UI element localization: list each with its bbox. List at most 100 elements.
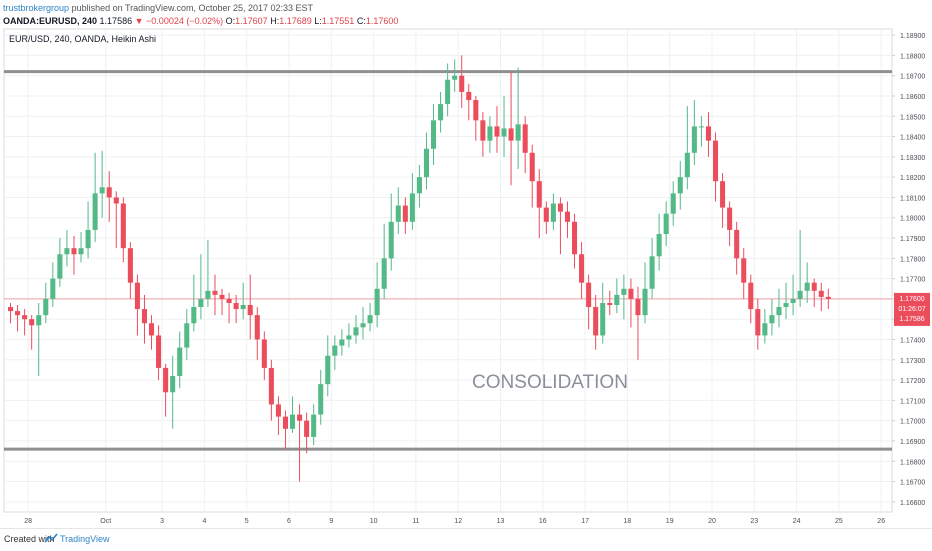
candle-body	[684, 152, 690, 178]
candle	[367, 302, 373, 332]
candle	[50, 262, 56, 308]
x-tick-label: 16	[539, 518, 547, 525]
candle	[212, 274, 218, 316]
candle	[106, 171, 112, 222]
x-tick-label: 20	[708, 518, 716, 525]
time-axis[interactable]: 28 Oct 3 4 5 6 9 10 11 12 13 16 17 18 19 20 23 24 25 26	[24, 518, 885, 525]
candle-body	[141, 309, 147, 324]
x-tick-label: 10	[370, 518, 378, 525]
candle	[233, 294, 239, 324]
candle	[431, 104, 437, 165]
candle-body	[50, 278, 56, 299]
candle-body	[748, 282, 754, 310]
candle-body	[797, 290, 803, 299]
candle-body	[579, 254, 585, 283]
close-value: 1.17600	[365, 16, 399, 26]
candle-body	[677, 177, 683, 194]
candle	[388, 193, 394, 271]
candle	[374, 262, 380, 328]
candle	[8, 302, 14, 324]
candle-body	[409, 193, 415, 222]
candle	[177, 331, 183, 389]
candle	[325, 335, 331, 397]
publish-info: trustbrokergroup published on TradingVie…	[3, 3, 313, 13]
candle-body	[184, 323, 190, 348]
candle-body	[233, 302, 239, 310]
candle-body	[642, 288, 648, 316]
candle-body	[212, 290, 218, 295]
y-tick-label: 1.17800	[900, 256, 925, 263]
candle	[727, 201, 733, 247]
candle	[776, 288, 782, 328]
candle	[290, 396, 296, 433]
candle-body	[191, 307, 197, 324]
price-chart[interactable]: 1.18900 1.18800 1.18700 1.18600 1.18500 1.184…	[0, 0, 932, 528]
candle-body	[459, 75, 465, 92]
candle	[120, 197, 126, 263]
y-tick-label: 1.18200	[900, 175, 925, 182]
candle-body	[501, 128, 507, 137]
candle-body	[790, 298, 796, 303]
candle	[163, 363, 169, 417]
price-axis[interactable]: 1.18900 1.18800 1.18700 1.18600 1.18500 1.184…	[892, 33, 930, 507]
candle	[416, 164, 422, 208]
candle	[755, 298, 761, 350]
candle-body	[353, 327, 359, 336]
candle-body	[515, 124, 521, 141]
candle	[282, 410, 288, 450]
candle-body	[720, 181, 726, 208]
current-price-tag-label: 01:26:07	[898, 306, 925, 313]
y-tick-label: 1.16600	[900, 500, 925, 507]
candle	[529, 144, 535, 208]
candle-body	[438, 104, 444, 121]
y-tick-label: 1.17200	[900, 378, 925, 385]
candle	[804, 262, 810, 303]
author-link[interactable]: trustbrokergroup	[3, 3, 70, 13]
candle	[691, 100, 697, 165]
candle	[487, 116, 493, 153]
candle-body	[254, 315, 260, 340]
candle-body	[593, 307, 599, 336]
candle	[64, 229, 70, 267]
candle-body	[8, 307, 14, 312]
candle-body	[621, 288, 627, 295]
candle	[247, 274, 253, 340]
tradingview-link[interactable]: TradingView	[60, 534, 110, 544]
candle-body	[57, 254, 63, 279]
candle	[705, 112, 711, 157]
y-tick-label: 1.16800	[900, 459, 925, 466]
candle	[642, 262, 648, 324]
candle	[649, 238, 655, 299]
candle	[466, 83, 472, 121]
candle	[459, 55, 465, 109]
candle-body	[762, 323, 768, 336]
candle-body	[473, 100, 479, 121]
current-price-tag-label: 1.17586	[899, 316, 924, 323]
candle-body	[536, 181, 542, 208]
y-tick-label: 1.18900	[900, 33, 925, 40]
candle	[332, 335, 338, 370]
y-tick-label: 1.17900	[900, 236, 925, 243]
candle-body	[452, 75, 458, 80]
candle	[748, 274, 754, 324]
x-tick-label: 26	[877, 518, 885, 525]
y-tick-label: 1.18300	[900, 155, 925, 162]
y-tick-label: 1.17300	[900, 358, 925, 365]
y-tick-label: 1.18000	[900, 216, 925, 223]
candle-body	[311, 414, 317, 437]
candle	[353, 315, 359, 344]
candle	[656, 213, 662, 271]
candle-body	[586, 282, 592, 308]
consolidation-annotation: CONSOLIDATION	[472, 372, 628, 393]
candle-body	[529, 152, 535, 182]
x-tick-label: 17	[581, 518, 589, 525]
candle	[593, 294, 599, 350]
candle-body	[290, 414, 296, 429]
candle-body	[649, 256, 655, 289]
candle-body	[663, 213, 669, 234]
candle	[184, 309, 190, 360]
candle	[85, 201, 91, 259]
candle-body	[360, 323, 366, 328]
candle	[564, 201, 570, 239]
x-tick-label: 11	[412, 518, 419, 525]
